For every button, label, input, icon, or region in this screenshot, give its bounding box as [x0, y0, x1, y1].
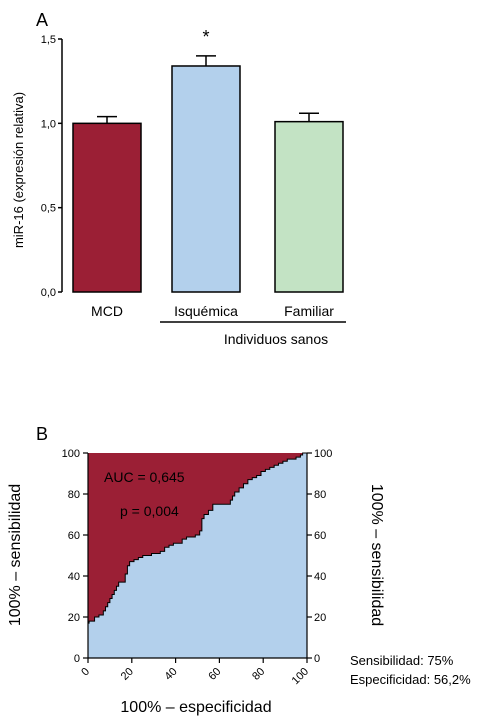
- right-tick-label: 100: [314, 448, 332, 460]
- category-label-3: Familiar: [284, 303, 334, 319]
- panel-a-tick-label: 0,0: [41, 287, 56, 299]
- bar-3: [274, 120, 344, 293]
- x-tick-label: 60: [206, 666, 223, 683]
- x-tick-label: 40: [163, 666, 180, 683]
- auc-annotation: AUC = 0,645: [104, 469, 185, 485]
- roc-area-above-curve: [88, 453, 307, 658]
- x-tick-label: 80: [250, 666, 267, 683]
- panel-b-roc-chart: B 0 20 40 60 80 100 0 20 40 60 80 100 0 20 40 60 80 100…: [7, 424, 471, 716]
- right-tick-label: 0: [314, 653, 320, 665]
- panel-b-label: B: [36, 424, 48, 444]
- panel-b-left-ticks: 0 20 40 60 80 100: [62, 448, 88, 665]
- left-tick-label: 80: [68, 489, 80, 501]
- left-tick-label: 20: [68, 612, 80, 624]
- left-tick-label: 100: [62, 448, 80, 460]
- specificity-note: Especificidad: 56,2%: [350, 672, 471, 687]
- category-label-1: MCD: [91, 303, 123, 319]
- panel-a-y-axis-label: miR-16 (expresión relativa): [11, 92, 26, 248]
- panel-b-right-ticks: 0 20 40 60 80 100: [307, 448, 332, 665]
- panel-a-tick-label: 1,5: [41, 34, 56, 46]
- right-tick-label: 20: [314, 612, 326, 624]
- sensitivity-note: Sensibilidad: 75%: [350, 653, 454, 668]
- panel-a-category-labels: MCD Isquémica Familiar: [91, 303, 334, 319]
- x-tick-label: 0: [79, 666, 92, 679]
- significance-marker: *: [202, 27, 209, 47]
- panel-a-bars: [72, 55, 344, 293]
- bar-2: [171, 65, 241, 293]
- panel-b-left-y-label: 100% – sensibilidad: [7, 484, 24, 626]
- left-tick-label: 40: [68, 571, 80, 583]
- category-label-2: Isquémica: [174, 303, 238, 319]
- right-tick-label: 60: [314, 530, 326, 542]
- group-label: Individuos sanos: [224, 331, 328, 347]
- roc-area-below-curve: [88, 453, 307, 658]
- x-tick-label: 100: [290, 666, 311, 687]
- panel-b-x-ticks: 0 20 40 60 80 100: [79, 658, 311, 687]
- p-value-annotation: p = 0,004: [120, 503, 179, 519]
- p-value-prefix: p =: [120, 503, 144, 519]
- right-tick-label: 80: [314, 489, 326, 501]
- bar-1: [72, 122, 142, 293]
- left-tick-label: 60: [68, 530, 80, 542]
- panel-a-y-ticks: 0,0 0,5 1,0 1,5: [41, 34, 62, 299]
- panel-b-right-y-label: 100% – sensibilidad: [368, 484, 385, 626]
- roc-curve-line: [87, 452, 307, 658]
- right-tick-label: 40: [314, 571, 326, 583]
- x-tick-label: 20: [119, 666, 136, 683]
- left-tick-label: 0: [74, 653, 80, 665]
- panel-a-tick-label: 0,5: [41, 203, 56, 215]
- panel-b-x-label: 100% – especificidad: [120, 699, 271, 716]
- panel-a-label: A: [36, 10, 48, 30]
- panel-a-tick-label: 1,0: [41, 118, 56, 130]
- panel-a-bar-chart: A miR-16 (expresión relativa) 0,0 0,5 1,0 1…: [11, 10, 346, 347]
- p-value-number: 0,004: [144, 503, 179, 519]
